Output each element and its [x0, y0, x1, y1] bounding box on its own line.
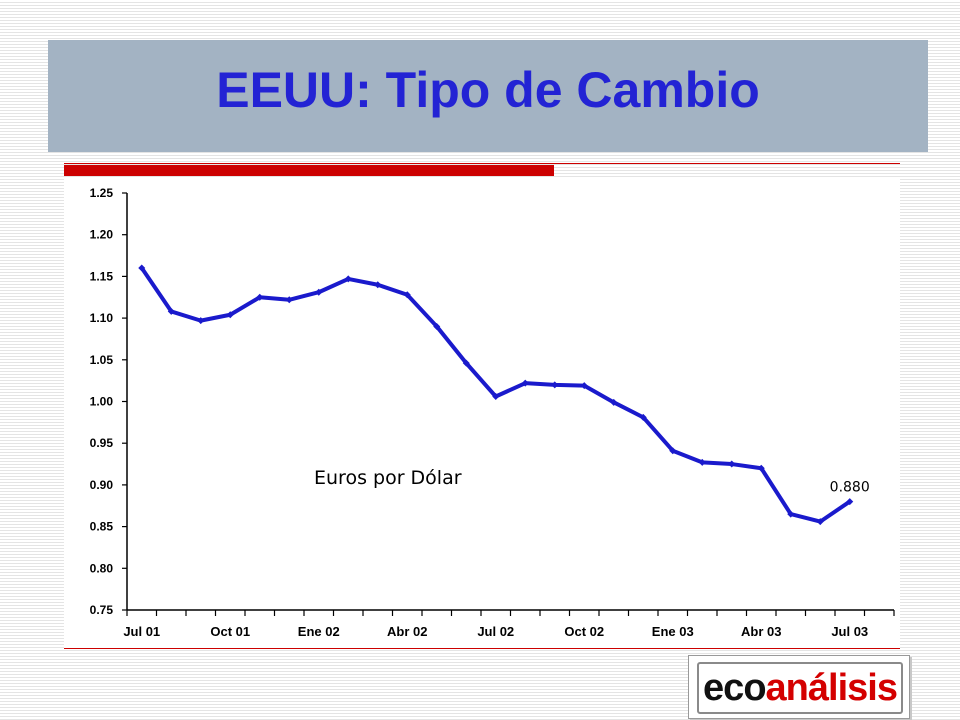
data-point	[344, 275, 352, 283]
data-point	[610, 398, 618, 406]
data-point	[197, 317, 205, 325]
data-point	[846, 498, 854, 506]
bottom-divider	[64, 648, 900, 649]
data-point	[551, 381, 559, 389]
x-tick-label: Ene 02	[298, 624, 340, 639]
y-tick-label: 1.20	[90, 228, 114, 242]
data-point	[728, 460, 736, 468]
y-tick-label: 0.80	[90, 561, 114, 575]
data-point	[315, 288, 323, 296]
data-point	[698, 458, 706, 466]
y-tick-label: 0.95	[90, 436, 114, 450]
page-title: EEUU: Tipo de Cambio	[216, 62, 760, 118]
x-tick-label: Jul 01	[123, 624, 160, 639]
data-point	[374, 281, 382, 289]
data-point	[167, 307, 175, 315]
y-tick-label: 1.10	[90, 311, 114, 325]
logo-text-eco: eco	[703, 667, 766, 709]
top-divider	[64, 163, 900, 164]
y-tick-label: 1.15	[90, 269, 114, 283]
x-tick-label: Oct 01	[210, 624, 250, 639]
data-point	[462, 359, 470, 367]
data-point	[669, 447, 677, 455]
logo-wordmark: ecoanálisis	[697, 662, 903, 714]
data-point	[521, 379, 529, 387]
exchange-rate-chart: 0.75 0.80 0.85 0.90 0.95 1.00 1.05 1.10 1.15 1.20…	[90, 186, 895, 639]
y-tick-label: 0.75	[90, 603, 114, 617]
y-tick-label: 0.90	[90, 478, 114, 492]
data-point	[285, 296, 293, 304]
data-label: 0.880	[830, 480, 870, 496]
data-point	[816, 518, 824, 526]
data-point	[492, 392, 500, 400]
y-tick-label: 1.25	[90, 186, 114, 200]
data-point	[138, 264, 146, 272]
data-point	[226, 311, 234, 319]
data-point	[757, 464, 765, 472]
data-point	[403, 291, 411, 299]
series-label: Euros por Dólar	[314, 467, 462, 489]
data-point	[433, 322, 441, 330]
accent-bar	[64, 165, 554, 176]
x-tick-label: Abr 02	[387, 624, 427, 639]
x-tick-label: Oct 02	[564, 624, 604, 639]
x-tick-label: Ene 03	[652, 624, 694, 639]
data-point	[256, 293, 264, 301]
chart-panel: 0.75 0.80 0.85 0.90 0.95 1.00 1.05 1.10 1.15 1.20…	[64, 178, 900, 648]
y-tick-label: 1.05	[90, 353, 114, 367]
x-tick-label: Abr 03	[741, 624, 781, 639]
x-tick-label: Jul 02	[477, 624, 514, 639]
logo-text-analisis: análisis	[765, 667, 898, 709]
data-point	[580, 382, 588, 390]
data-point	[639, 413, 647, 421]
y-tick-label: 1.00	[90, 395, 114, 409]
title-banner: EEUU: Tipo de Cambio	[48, 40, 928, 152]
y-tick-label: 0.85	[90, 520, 114, 534]
ecoanalisis-logo: ecoanálisis	[688, 655, 910, 719]
x-tick-label: Jul 03	[831, 624, 868, 639]
